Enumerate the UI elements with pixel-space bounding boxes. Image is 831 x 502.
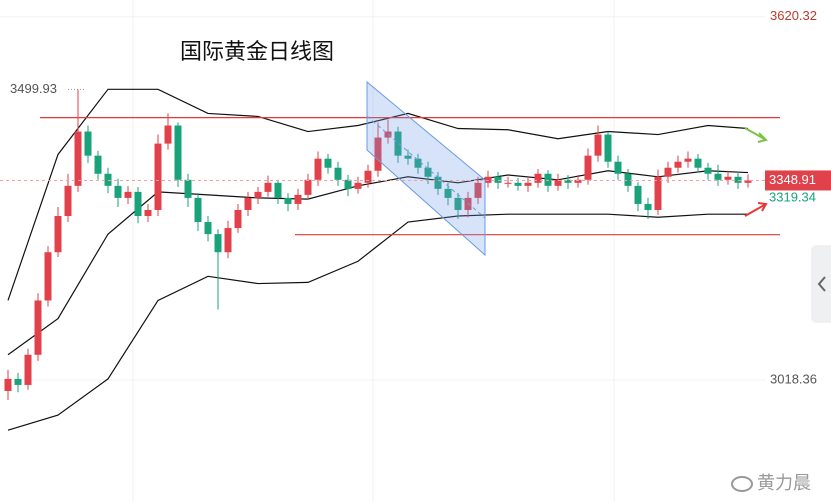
candle-body (704, 167, 712, 174)
candle-body (164, 125, 172, 144)
watermark-text: 黄力晨 (757, 473, 811, 493)
candle-body (144, 209, 152, 217)
candle-body (434, 176, 442, 189)
arrow-down (744, 127, 768, 143)
candle-body (614, 161, 622, 174)
candle-body (714, 173, 722, 180)
chart-title: 国际黄金日线图 (180, 39, 334, 64)
candle-body (44, 252, 52, 301)
candle-body (734, 176, 742, 183)
candle-body (104, 173, 112, 186)
candle-body (294, 194, 302, 204)
candle-body (344, 179, 352, 189)
candle-body (74, 131, 82, 186)
side-panel-button[interactable] (811, 245, 831, 323)
band-line (7, 213, 748, 431)
candle-body (424, 167, 432, 177)
candle-body (174, 125, 182, 180)
candle-body (554, 179, 562, 186)
candle-body (234, 209, 242, 229)
weibo-icon (731, 476, 753, 492)
candle-body (534, 173, 542, 183)
candle-body (394, 131, 402, 156)
candle-body (684, 158, 692, 162)
candle-body (474, 182, 482, 198)
candle-body (184, 179, 192, 198)
candle-body (194, 197, 202, 223)
band-line (7, 88, 749, 301)
candle-body (374, 137, 382, 171)
candle-body (124, 191, 132, 198)
candle-body (204, 222, 212, 235)
last-price-box (765, 170, 831, 191)
candle-body (64, 185, 72, 217)
candle-body (34, 300, 42, 355)
candle-body (84, 131, 92, 156)
candle-body (634, 185, 642, 204)
candle-body (414, 158, 422, 168)
channel-mid (366, 115, 486, 219)
candle-body (324, 158, 332, 168)
candle-body (284, 197, 292, 204)
collapse-icon (817, 276, 826, 292)
candle-body (14, 378, 22, 385)
candle-body (674, 161, 682, 168)
candle-body (524, 182, 532, 186)
candle-body (594, 134, 602, 156)
candle-body (224, 228, 232, 253)
candle-body (304, 179, 312, 195)
band-line (7, 170, 749, 356)
channel (366, 80, 486, 257)
candle-body (364, 170, 372, 183)
candle-body (604, 134, 612, 162)
candle-body (214, 234, 222, 253)
candle-body (314, 158, 322, 180)
candle-body (134, 191, 142, 217)
arrow-up (744, 202, 768, 217)
plot (0, 16, 780, 431)
candle-body (664, 167, 672, 177)
candle-body (274, 182, 282, 198)
candle-body (334, 167, 342, 180)
high-label: 3499.93 (10, 81, 57, 96)
last-price-label: 3348.91 (769, 172, 816, 187)
candle-body (654, 176, 662, 210)
candle-body (244, 197, 252, 210)
candle-body (94, 155, 102, 174)
candle-body (694, 158, 702, 168)
candle-body (114, 185, 122, 198)
candle-body (574, 179, 582, 183)
candle-body (564, 179, 572, 183)
candle-body (264, 182, 272, 192)
candle-body (4, 378, 12, 391)
candle-body (444, 188, 452, 198)
candle-body (24, 354, 32, 385)
candle-body (644, 203, 652, 210)
candle-body (404, 155, 412, 159)
candle-body (624, 173, 632, 186)
watermark: 黄力晨 (731, 473, 811, 493)
candle-body (484, 176, 492, 183)
support-price-label: 3319.34 (769, 190, 816, 205)
candle-body (54, 216, 62, 253)
candle-body (584, 155, 592, 180)
candle-body (154, 143, 162, 210)
candle-body (454, 197, 462, 210)
candle-body (254, 191, 262, 198)
candle-body (544, 173, 552, 186)
candle-body (354, 182, 362, 189)
candle-body (724, 176, 732, 180)
y-tick-label: 3620.32 (770, 8, 817, 23)
candle-body (514, 182, 522, 186)
candle-body (744, 180, 752, 183)
y-tick-label: 3018.36 (770, 371, 817, 386)
candle-body (494, 176, 502, 183)
candle-body (504, 182, 512, 184)
